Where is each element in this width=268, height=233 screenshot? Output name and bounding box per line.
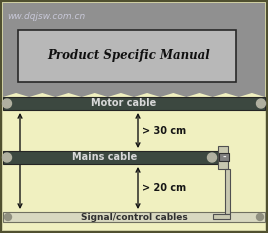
Bar bbox=[3, 212, 265, 222]
Circle shape bbox=[2, 153, 12, 162]
Bar bbox=[18, 30, 236, 82]
Text: Product Specific Manual: Product Specific Manual bbox=[48, 48, 210, 62]
Text: Signal/control cables: Signal/control cables bbox=[81, 212, 187, 222]
Circle shape bbox=[2, 99, 12, 108]
Bar bbox=[3, 3, 265, 93]
Polygon shape bbox=[3, 3, 265, 97]
Text: > 30 cm: > 30 cm bbox=[142, 126, 186, 136]
Text: Motor cable: Motor cable bbox=[91, 99, 157, 109]
Bar bbox=[218, 146, 228, 169]
Bar bbox=[3, 151, 218, 164]
Circle shape bbox=[256, 99, 266, 108]
Circle shape bbox=[5, 213, 12, 220]
Bar bbox=[3, 93, 265, 230]
Text: Mains cable: Mains cable bbox=[72, 153, 138, 162]
Circle shape bbox=[207, 153, 217, 162]
Bar bbox=[3, 97, 265, 110]
Text: > 50 cm: > 50 cm bbox=[24, 156, 68, 166]
Bar bbox=[225, 169, 230, 214]
Bar bbox=[219, 153, 229, 161]
Text: -: - bbox=[222, 153, 226, 161]
Text: > 20 cm: > 20 cm bbox=[142, 183, 186, 193]
Circle shape bbox=[256, 213, 263, 220]
Bar bbox=[213, 214, 230, 219]
Text: ww.dqjsw.com.cn: ww.dqjsw.com.cn bbox=[7, 12, 85, 21]
